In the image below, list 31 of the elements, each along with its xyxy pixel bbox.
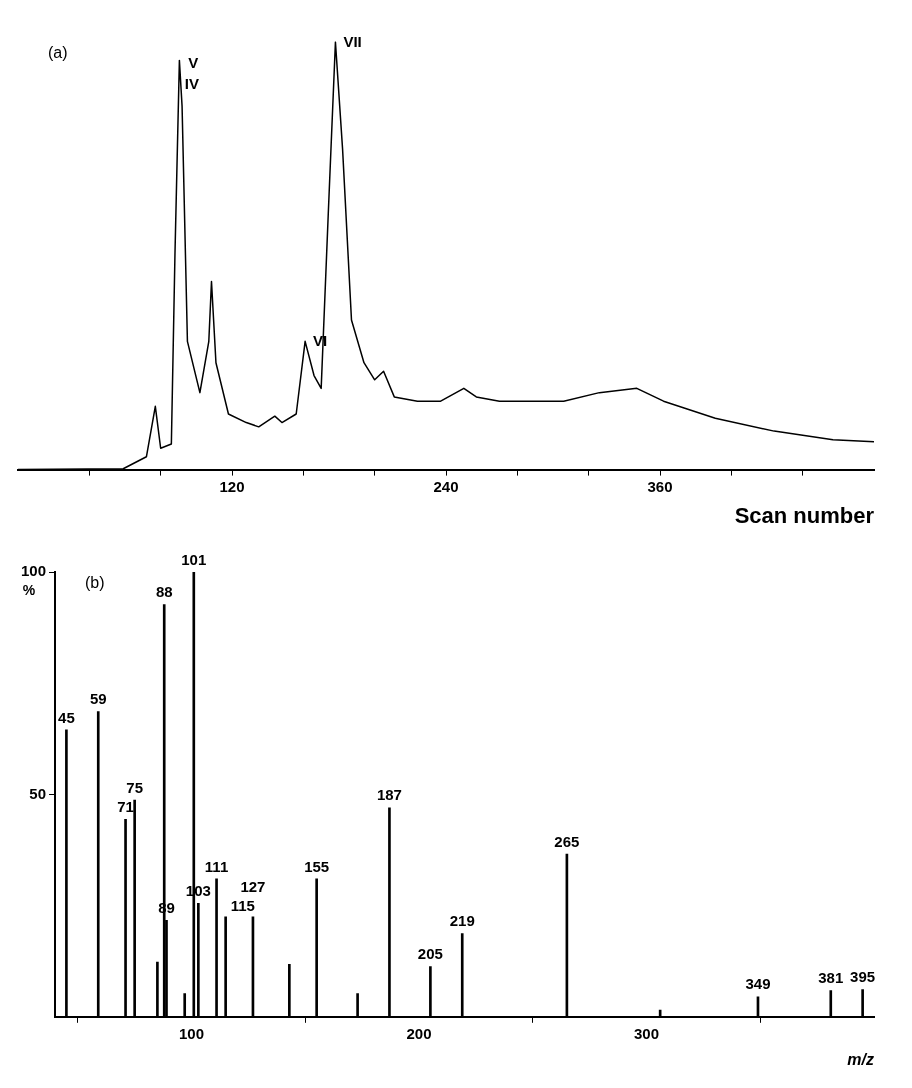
- annotation: (b): [85, 574, 105, 592]
- annotation: 381: [818, 969, 844, 987]
- x-tick-label: 120: [219, 477, 245, 495]
- annotation: 115: [230, 897, 255, 915]
- annotation: 101: [181, 550, 207, 568]
- annotation: 59: [89, 690, 107, 708]
- annotation: (a): [48, 44, 68, 62]
- annotation: 75: [126, 778, 143, 796]
- annotation: 395: [850, 968, 876, 986]
- annotation: 111: [204, 857, 229, 875]
- annotation: 265: [554, 832, 580, 850]
- x-tick-label: 240: [433, 477, 459, 495]
- x-tick-label: 200: [406, 1024, 432, 1042]
- annotation: 205: [417, 945, 443, 963]
- x-tick-label: 300: [633, 1024, 660, 1042]
- annotation: V: [188, 54, 199, 72]
- annotation: 155: [304, 857, 330, 875]
- x-tick-label: 100: [179, 1024, 205, 1042]
- annotation: 349: [745, 975, 771, 993]
- x-tick-label: 360: [647, 477, 673, 495]
- annotation: 219: [449, 912, 475, 930]
- annotation: IV: [184, 75, 199, 93]
- y-axis-title: %: [22, 581, 36, 598]
- x-axis-title: m/z: [847, 1050, 874, 1068]
- annotation: 45: [58, 708, 75, 726]
- annotation: 127: [240, 878, 266, 896]
- annotation: 88: [155, 583, 173, 601]
- annotation: 187: [376, 786, 402, 804]
- y-tick-label: 50: [29, 784, 47, 802]
- x-axis-title: Scan number: [734, 502, 875, 528]
- annotation: VII: [343, 32, 362, 50]
